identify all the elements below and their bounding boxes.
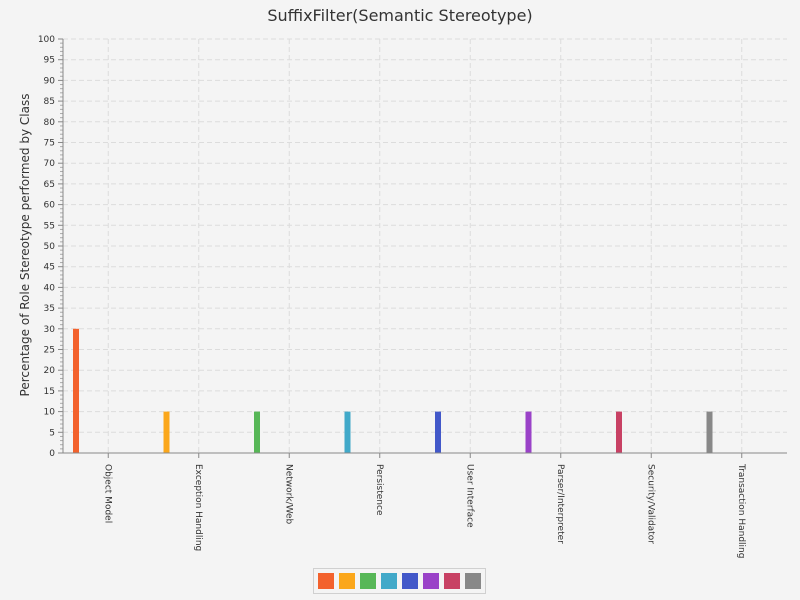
- y-tick-label: 30: [44, 325, 56, 335]
- y-axis: 0 5 10 15 20 25 30 35 40 45 50 55 60 65 70 75 80 85 90 95 10…: [38, 35, 64, 459]
- legend: [313, 568, 486, 594]
- y-tick-label: 25: [44, 346, 55, 356]
- x-category-label: User Interface: [464, 464, 474, 528]
- y-tick-label: 60: [44, 201, 56, 211]
- y-axis-title: Percentage of Role Stereotype performed …: [18, 94, 32, 397]
- bar-2: [254, 411, 260, 453]
- y-tick-label: 35: [44, 304, 55, 314]
- legend-swatch-2: [360, 573, 376, 589]
- bar-series: [73, 328, 713, 453]
- bar-6: [616, 411, 622, 453]
- legend-swatch-0: [318, 573, 334, 589]
- legend-swatch-6: [444, 573, 460, 589]
- legend-swatch-3: [381, 573, 397, 589]
- y-tick-label: 50: [44, 242, 56, 252]
- x-category-label: Security/Validator: [645, 464, 655, 544]
- legend-swatch-7: [465, 573, 481, 589]
- y-tick-label: 65: [44, 180, 55, 190]
- y-tick-label: 45: [44, 263, 55, 273]
- y-tick-label: 95: [44, 56, 55, 66]
- y-tick-label: 75: [44, 139, 55, 149]
- x-category-label: Parser/Interpreter: [555, 464, 565, 544]
- x-category-label: Network/Web: [283, 464, 293, 525]
- bar-1: [163, 411, 170, 453]
- bar-4: [435, 411, 441, 453]
- y-tick-label: 80: [44, 118, 56, 128]
- legend-swatch-5: [423, 573, 439, 589]
- x-category-label: Persistence: [374, 464, 384, 516]
- chart-title: SuffixFilter(Semantic Stereotype): [267, 6, 533, 25]
- bar-7: [706, 411, 713, 453]
- x-category-label: Exception Handling: [193, 464, 203, 551]
- y-tick-label: 90: [44, 76, 56, 86]
- bar-0: [73, 328, 79, 453]
- y-tick-label: 5: [49, 428, 55, 438]
- y-tick-label: 10: [44, 408, 56, 418]
- bar-5: [525, 411, 532, 453]
- y-tick-label: 70: [44, 159, 56, 169]
- y-tick-label: 15: [44, 387, 55, 397]
- x-category-label: Transaction Handling: [736, 463, 746, 558]
- x-category-label: Object Model: [102, 464, 112, 523]
- y-tick-label: 55: [44, 221, 55, 231]
- y-tick-label: 85: [44, 97, 55, 107]
- legend-swatch-1: [339, 573, 355, 589]
- y-tick-label: 0: [49, 449, 55, 459]
- bar-3: [344, 411, 351, 453]
- legend-swatch-4: [402, 573, 418, 589]
- grid-lines: [63, 38, 787, 453]
- y-tick-label: 100: [38, 35, 55, 45]
- y-tick-label: 40: [44, 283, 56, 293]
- x-axis: Object Model Exception Handling Network/We…: [63, 452, 787, 558]
- y-tick-label: 20: [44, 366, 56, 376]
